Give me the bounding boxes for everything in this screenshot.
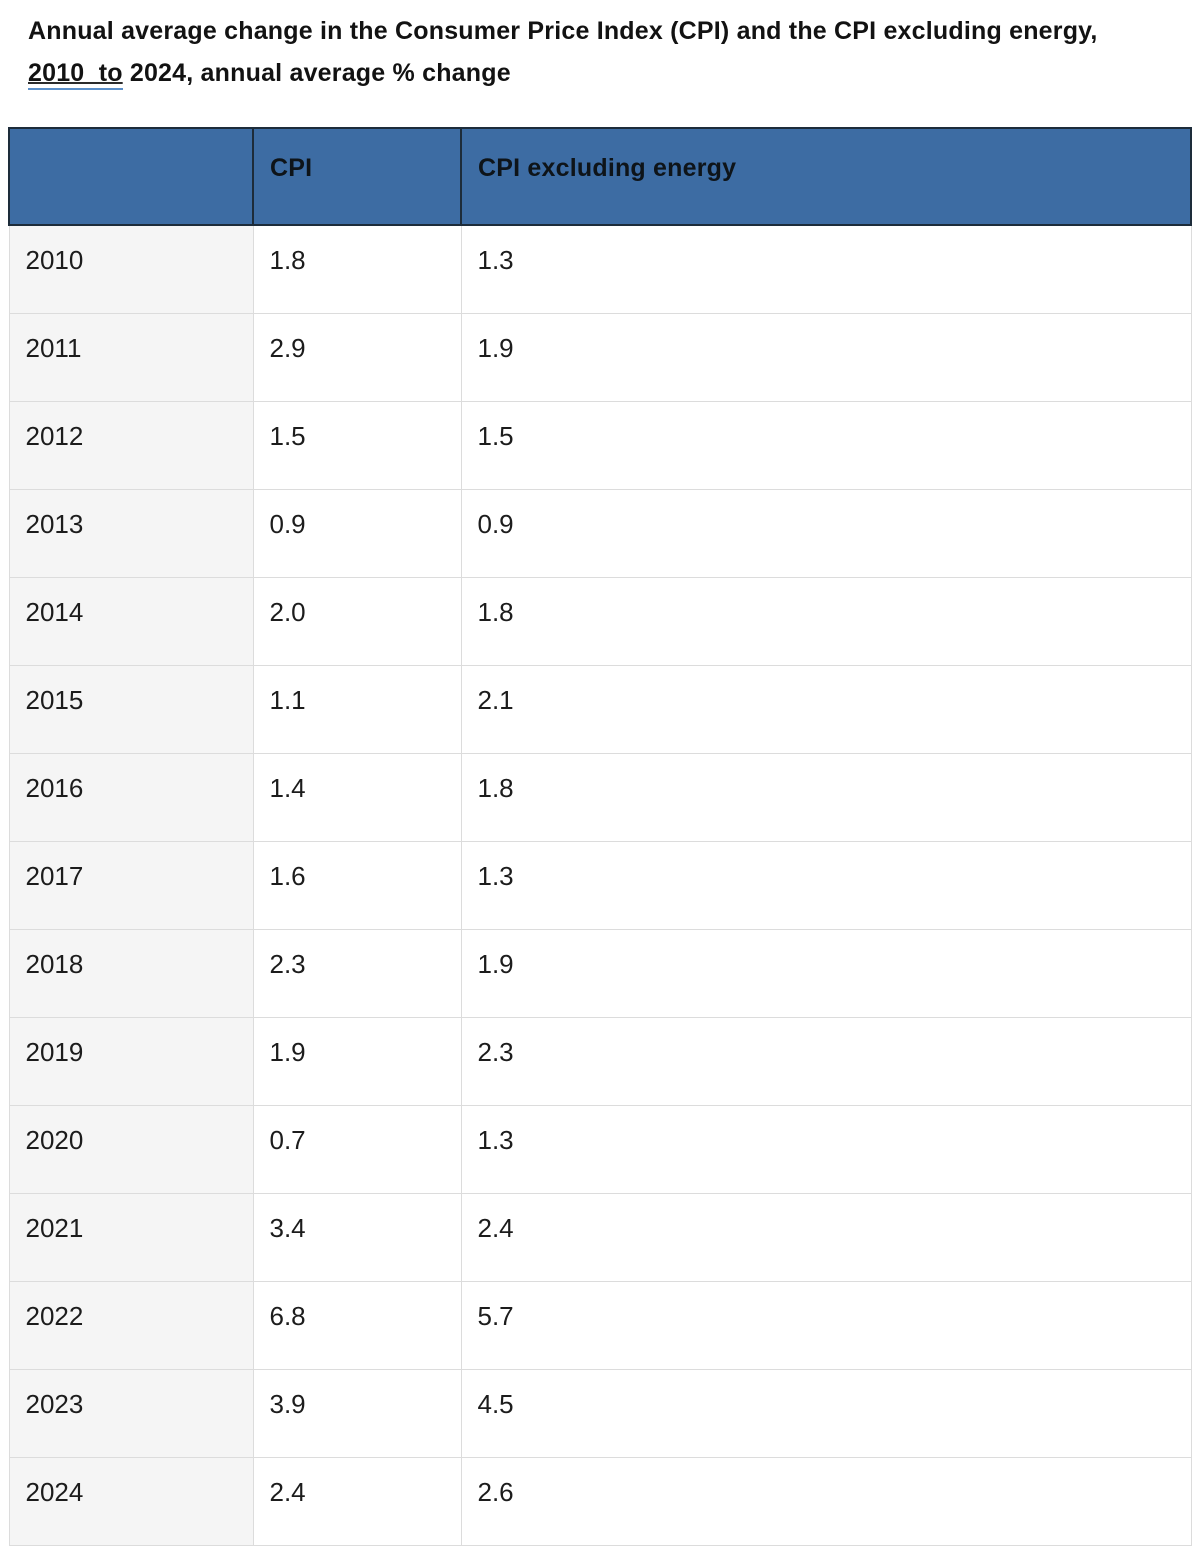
cpi-excluding-energy-value-cell: 5.7 [460, 1280, 1192, 1370]
cpi-value-cell: 1.9 [252, 1016, 462, 1106]
cpi-excluding-energy-value-cell: 1.3 [460, 840, 1192, 930]
cpi-value-cell: 0.7 [252, 1104, 462, 1194]
cpi-excluding-energy-value-cell: 1.3 [460, 224, 1192, 314]
year-cell: 2011 [8, 312, 254, 402]
cpi-excluding-energy-value-cell: 2.6 [460, 1456, 1192, 1546]
year-cell: 2024 [8, 1456, 254, 1546]
cpi-value-cell: 3.9 [252, 1368, 462, 1458]
title-range-link[interactable]: 2010 to [28, 59, 123, 90]
cpi-excluding-energy-value-cell: 1.8 [460, 752, 1192, 842]
cpi-value-cell: 2.9 [252, 312, 462, 402]
cpi-excluding-energy-value-cell: 1.9 [460, 312, 1192, 402]
table-row: 2018 2.3 1.9 [8, 928, 1192, 1018]
cpi-table-body: 2010 1.8 1.3 2011 2.9 1.9 2012 1.5 1.5 2… [8, 224, 1192, 1546]
cpi-excluding-energy-value-cell: 0.9 [460, 488, 1192, 578]
table-row: 2015 1.1 2.1 [8, 664, 1192, 754]
year-cell: 2012 [8, 400, 254, 490]
cpi-excluding-energy-value-cell: 1.5 [460, 400, 1192, 490]
year-cell: 2022 [8, 1280, 254, 1370]
cpi-excluding-energy-value-cell: 2.4 [460, 1192, 1192, 1282]
cpi-table-header: CPI CPI excluding energy [8, 127, 1192, 226]
cpi-value-cell: 1.1 [252, 664, 462, 754]
year-cell: 2017 [8, 840, 254, 930]
year-cell: 2013 [8, 488, 254, 578]
year-cell: 2015 [8, 664, 254, 754]
year-cell: 2023 [8, 1368, 254, 1458]
table-row: 2020 0.7 1.3 [8, 1104, 1192, 1194]
col-header-year [8, 127, 254, 226]
title-text-suffix: 2024, annual average % change [122, 59, 511, 87]
table-row: 2013 0.9 0.9 [8, 488, 1192, 578]
year-cell: 2020 [8, 1104, 254, 1194]
table-row: 2019 1.9 2.3 [8, 1016, 1192, 1106]
cpi-value-cell: 3.4 [252, 1192, 462, 1282]
year-cell: 2021 [8, 1192, 254, 1282]
cpi-value-cell: 1.6 [252, 840, 462, 930]
year-cell: 2016 [8, 752, 254, 842]
cpi-value-cell: 0.9 [252, 488, 462, 578]
year-cell: 2018 [8, 928, 254, 1018]
cpi-value-cell: 6.8 [252, 1280, 462, 1370]
cpi-table: CPI CPI excluding energy 2010 1.8 1.3 20… [8, 127, 1192, 1546]
table-row: 2024 2.4 2.6 [8, 1456, 1192, 1546]
table-row: 2016 1.4 1.8 [8, 752, 1192, 842]
table-row: 2017 1.6 1.3 [8, 840, 1192, 930]
table-row: 2014 2.0 1.8 [8, 576, 1192, 666]
table-row: 2011 2.9 1.9 [8, 312, 1192, 402]
header-row: CPI CPI excluding energy [8, 127, 1192, 226]
cpi-excluding-energy-value-cell: 4.5 [460, 1368, 1192, 1458]
col-header-cpi: CPI [252, 127, 462, 226]
page-title: Annual average change in the Consumer Pr… [28, 10, 1152, 94]
year-cell: 2010 [8, 224, 254, 314]
cpi-value-cell: 2.4 [252, 1456, 462, 1546]
cpi-value-cell: 1.5 [252, 400, 462, 490]
cpi-value-cell: 1.4 [252, 752, 462, 842]
table-row: 2023 3.9 4.5 [8, 1368, 1192, 1458]
year-cell: 2014 [8, 576, 254, 666]
cpi-excluding-energy-value-cell: 2.3 [460, 1016, 1192, 1106]
table-row: 2010 1.8 1.3 [8, 224, 1192, 314]
cpi-excluding-energy-value-cell: 2.1 [460, 664, 1192, 754]
cpi-value-cell: 2.3 [252, 928, 462, 1018]
table-row: 2022 6.8 5.7 [8, 1280, 1192, 1370]
table-row: 2021 3.4 2.4 [8, 1192, 1192, 1282]
year-cell: 2019 [8, 1016, 254, 1106]
cpi-excluding-energy-value-cell: 1.3 [460, 1104, 1192, 1194]
table-row: 2012 1.5 1.5 [8, 400, 1192, 490]
cpi-excluding-energy-value-cell: 1.8 [460, 576, 1192, 666]
cpi-value-cell: 1.8 [252, 224, 462, 314]
col-header-cpi-excluding-energy: CPI excluding energy [460, 127, 1192, 226]
cpi-excluding-energy-value-cell: 1.9 [460, 928, 1192, 1018]
cpi-value-cell: 2.0 [252, 576, 462, 666]
title-text-prefix: Annual average change in the Consumer Pr… [28, 17, 1098, 45]
